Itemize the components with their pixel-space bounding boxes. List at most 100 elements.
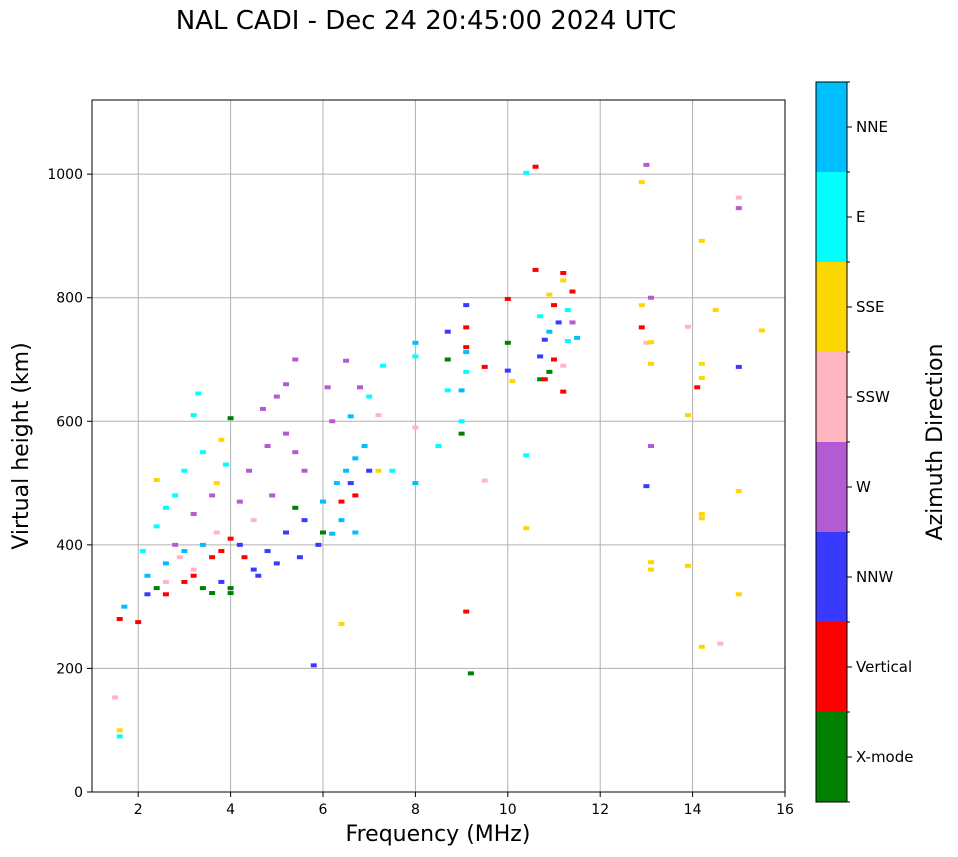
colorbar-frame [815, 81, 848, 803]
x-axis-label: Frequency (MHz) [346, 822, 531, 847]
echo-point-vertical [551, 357, 557, 362]
colorbar-segment [816, 352, 847, 442]
echo-point-w [264, 444, 271, 448]
echo-point-w [292, 357, 299, 362]
echo-point-vertical [541, 377, 548, 382]
echo-point-e [380, 363, 387, 368]
y-axis-label: Virtual height (km) [9, 342, 34, 549]
echo-point-vertical [463, 609, 470, 614]
echo-point-ssw [643, 340, 650, 345]
echo-point-x-mode [537, 377, 544, 382]
echo-point-nnw [255, 573, 262, 578]
x-tick-label: 2 [134, 802, 143, 818]
echo-point-nnw [296, 555, 303, 560]
echo-point-x-mode [320, 530, 326, 535]
echo-point-sse [648, 361, 655, 366]
echo-point-ssw [560, 363, 567, 368]
echo-point-e [458, 419, 465, 424]
x-tick-label: 14 [684, 802, 702, 818]
echo-point-sse [735, 592, 742, 597]
y-tick-label: 400 [56, 538, 83, 554]
echo-point-sse [698, 376, 705, 381]
echo-point-w [236, 499, 243, 504]
echo-point-sse [375, 468, 382, 473]
echo-point-e [537, 314, 544, 319]
echo-point-nnw [144, 592, 151, 597]
echo-point-x-mode [444, 357, 451, 362]
echo-point-w [569, 320, 576, 325]
echo-point-nne [546, 329, 553, 334]
echo-point-x-mode [227, 591, 234, 596]
echo-point-vertical [209, 555, 216, 560]
echo-point-nnw [236, 542, 243, 547]
echo-point-w [643, 162, 650, 167]
echo-point-sse [648, 560, 655, 565]
echo-point-e [366, 394, 373, 399]
echo-point-w [283, 431, 290, 436]
echo-point-ssw [735, 195, 742, 200]
echo-point-nnw [555, 320, 562, 325]
echo-point-e [116, 734, 123, 739]
echo-point-x-mode [467, 671, 474, 676]
echo-point-nne [412, 481, 419, 486]
echo-point-nne [199, 542, 206, 547]
echo-point-vertical [560, 389, 567, 394]
echo-point-sse [698, 238, 705, 243]
echo-point-nnw [444, 329, 451, 334]
chart-title: NAL CADI - Dec 24 20:45:00 2024 UTC [175, 6, 677, 36]
echo-point-nne [121, 604, 128, 609]
echo-point-w [209, 493, 216, 498]
echo-point-nne [329, 531, 336, 536]
y-tick-label: 200 [56, 661, 83, 677]
colorbar-label-item: NNE [856, 118, 888, 136]
echo-point-sse [638, 180, 645, 185]
echo-point-nne [361, 444, 368, 448]
echo-point-nnw [643, 484, 650, 489]
echo-point-nne [458, 388, 465, 393]
echo-point-nnw [301, 518, 308, 523]
colorbar-label-item: W [856, 478, 871, 496]
echo-point-vertical [694, 385, 701, 390]
echo-point-w [735, 206, 742, 211]
echo-point-w [269, 493, 276, 498]
echo-point-vertical [241, 555, 248, 560]
colorbar-label-item: SSW [856, 388, 890, 406]
echo-point-nnw [541, 337, 548, 342]
echo-point-w [324, 385, 331, 390]
echo-point-vertical [463, 345, 470, 350]
echo-point-vertical [338, 499, 345, 504]
echo-point-sse [684, 413, 691, 418]
echo-point-sse [758, 328, 765, 333]
echo-point-sse [523, 526, 530, 531]
echo-point-nnw [735, 364, 742, 369]
echo-point-vertical [116, 617, 123, 621]
echo-point-e [463, 369, 470, 374]
echo-point-x-mode [504, 340, 511, 345]
echo-point-nnw [347, 481, 354, 486]
echo-point-vertical [532, 267, 539, 272]
echo-point-e [222, 462, 229, 467]
echo-point-e [139, 549, 146, 554]
echo-point-ssw [176, 555, 183, 560]
echo-point-sse [712, 308, 719, 313]
echo-point-nnw [264, 549, 271, 554]
echo-point-nnw [273, 561, 280, 566]
echo-point-nne [343, 468, 350, 473]
colorbar-label-item: E [856, 208, 865, 226]
echo-point-sse [648, 567, 655, 572]
echo-point-nne [574, 335, 581, 340]
echo-points [112, 162, 765, 739]
echo-point-w [259, 406, 266, 411]
echo-point-ssw [717, 641, 724, 646]
echo-point-sse [698, 361, 705, 366]
echo-point-sse [546, 292, 553, 297]
echo-point-e [199, 450, 206, 455]
echo-point-nne [463, 350, 470, 355]
y-tick-label: 600 [56, 414, 83, 430]
colorbar-label-item: Vertical [856, 658, 912, 676]
echo-point-ssw [481, 478, 488, 483]
x-axis-ticks: 2 4 6 8 10 12 14 16 [134, 792, 794, 818]
echo-point-sse [698, 511, 705, 516]
echo-point-w [301, 468, 308, 473]
